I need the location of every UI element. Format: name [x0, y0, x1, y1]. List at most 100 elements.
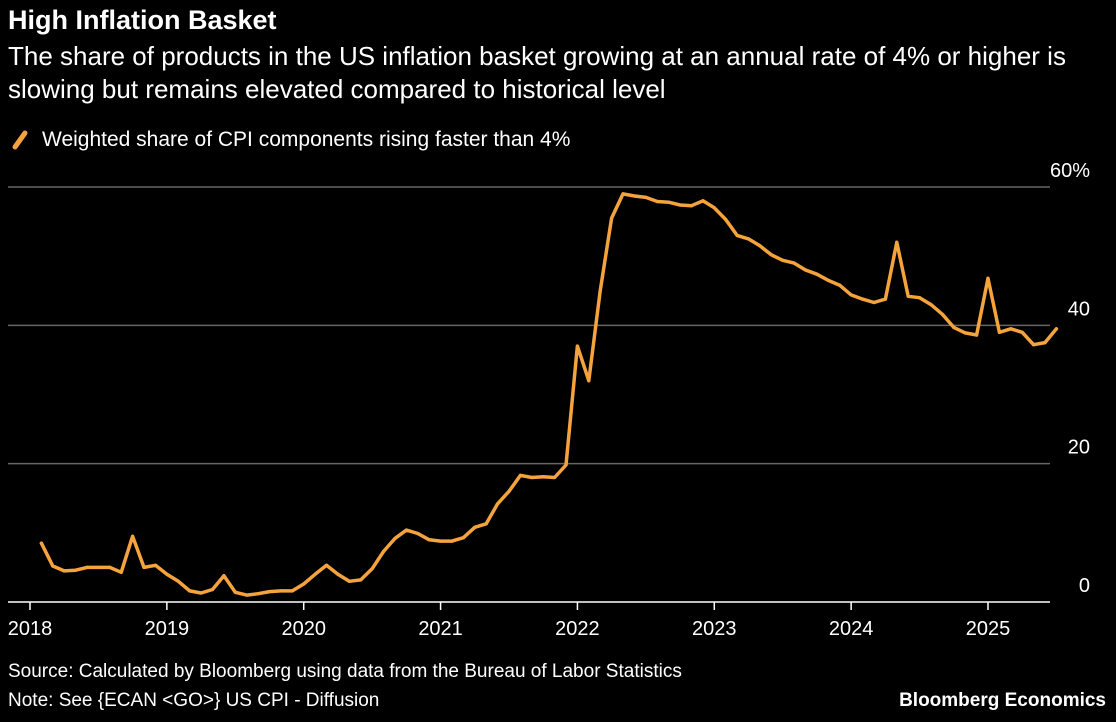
x-axis: [8, 601, 1050, 610]
data-point-2024-09: [940, 312, 945, 316]
chart-subtitle: The share of products in the US inflatio…: [8, 41, 1066, 104]
data-point-2022-04: [610, 216, 614, 220]
data-point-2023-09: [803, 268, 808, 272]
data-point-2021-07: [507, 489, 511, 493]
data-point-2021-09: [530, 475, 534, 480]
data-point-2023-01: [712, 206, 716, 210]
x-tick-label-2024: 2024: [829, 618, 874, 640]
data-point-2023-06: [769, 253, 773, 257]
data-point-2020-03: [324, 563, 329, 567]
data-point-2023-10: [815, 272, 819, 276]
data-point-2022-02: [587, 379, 591, 383]
data-point-2021-05: [484, 522, 488, 526]
data-point-2019-12: [290, 589, 294, 593]
x-tick-label-2025: 2025: [966, 618, 1011, 640]
x-tick-label-2022: 2022: [555, 618, 600, 640]
data-point-2022-03: [598, 289, 602, 293]
data-point-2019-03: [188, 589, 192, 593]
series-layer: [39, 192, 1059, 597]
data-point-2022-09: [667, 200, 671, 204]
data-point-2020-05: [347, 579, 351, 583]
data-point-2021-03: [461, 536, 465, 540]
data-point-2022-07: [644, 195, 648, 199]
data-point-2024-12: [975, 333, 979, 337]
data-point-2021-12: [564, 463, 568, 467]
data-point-2018-10: [131, 534, 135, 538]
data-point-2025-06: [1043, 341, 1047, 345]
data-point-2021-11: [553, 475, 557, 480]
legend-label: Weighted share of CPI components rising …: [42, 128, 571, 151]
y-tick-label-0: 0: [1079, 575, 1090, 597]
data-point-2018-02: [39, 541, 44, 545]
data-point-2018-08: [108, 565, 112, 570]
data-point-2022-05: [621, 192, 625, 196]
data-point-2019-05: [210, 587, 215, 592]
data-point-2022-01: [575, 344, 580, 348]
data-point-2021-01: [439, 539, 443, 543]
data-point-2019-11: [279, 589, 283, 593]
brand-label: Bloomberg Economics: [899, 690, 1106, 711]
data-point-2023-04: [746, 237, 751, 241]
data-point-2018-06: [85, 565, 89, 570]
y-axis: 0 20 40 60%: [1050, 160, 1090, 597]
data-point-2020-09: [393, 536, 397, 541]
data-point-2025-03: [1009, 327, 1013, 331]
data-point-2023-05: [758, 244, 762, 248]
x-tick-label-2020: 2020: [281, 618, 326, 640]
footnote: Note: See {ECAN <GO>} US CPI - Diffusion: [8, 690, 380, 711]
data-point-2024-08: [929, 303, 933, 307]
x-tick-labels: 2018 2019 2020 2021 2022 2023 2024 2025: [8, 618, 1011, 640]
data-point-2024-06: [906, 294, 910, 298]
data-point-2018-09: [119, 570, 123, 574]
data-point-2020-01: [302, 582, 306, 586]
data-point-2019-04: [199, 591, 203, 595]
data-point-2025-02: [997, 330, 1002, 334]
x-tick-label-2019: 2019: [145, 618, 190, 640]
data-point-2021-06: [496, 502, 500, 506]
y-tick-label-40: 40: [1068, 298, 1090, 320]
source-note: Source: Calculated by Bloomberg using da…: [8, 661, 682, 682]
data-point-2021-10: [541, 475, 545, 479]
data-point-2022-08: [655, 199, 659, 204]
data-point-2019-01: [165, 572, 169, 576]
data-point-2024-03: [872, 300, 876, 305]
data-point-2022-11: [689, 204, 694, 208]
data-point-2020-11: [416, 531, 420, 536]
data-point-2021-02: [450, 539, 454, 543]
grid-lines: [8, 186, 1050, 465]
data-point-2020-04: [336, 572, 340, 576]
data-point-2022-06: [632, 194, 637, 198]
data-point-2021-04: [473, 525, 477, 529]
data-point-2025-04: [1020, 330, 1024, 334]
data-point-2024-02: [860, 297, 865, 301]
data-point-2019-07: [233, 590, 237, 594]
data-point-2024-10: [952, 325, 956, 329]
data-point-2019-08: [245, 593, 249, 597]
orange-slash-icon: [12, 130, 28, 150]
data-point-2018-05: [74, 568, 78, 572]
line-chart: 0 20 40 60% 2018 2019 2020 2021 2022 2023 2024 202…: [8, 160, 1090, 640]
data-point-2024-07: [918, 296, 922, 300]
data-point-2023-08: [792, 261, 796, 265]
data-point-2019-10: [267, 590, 272, 594]
data-point-2018-04: [62, 569, 66, 573]
y-tick-label-60: 60%: [1050, 160, 1090, 182]
data-point-2023-07: [781, 258, 785, 262]
data-point-2024-04: [883, 297, 888, 301]
data-point-2024-01: [849, 293, 853, 297]
data-point-2022-12: [701, 199, 705, 203]
data-point-2023-12: [838, 283, 842, 287]
data-point-2024-11: [963, 331, 967, 335]
data-point-2020-12: [427, 538, 431, 542]
data-point-2021-08: [518, 473, 523, 477]
data-point-2019-02: [176, 579, 180, 583]
legend: Weighted share of CPI components rising …: [10, 126, 570, 154]
data-point-2024-05: [895, 240, 899, 244]
y-tick-label-20: 20: [1068, 437, 1090, 459]
data-point-2018-11: [142, 565, 146, 570]
data-point-2020-07: [370, 567, 374, 571]
data-point-2018-03: [51, 564, 55, 568]
x-tick-label-2018: 2018: [8, 618, 53, 640]
data-point-2023-11: [826, 278, 830, 282]
data-point-2019-06: [222, 574, 226, 578]
